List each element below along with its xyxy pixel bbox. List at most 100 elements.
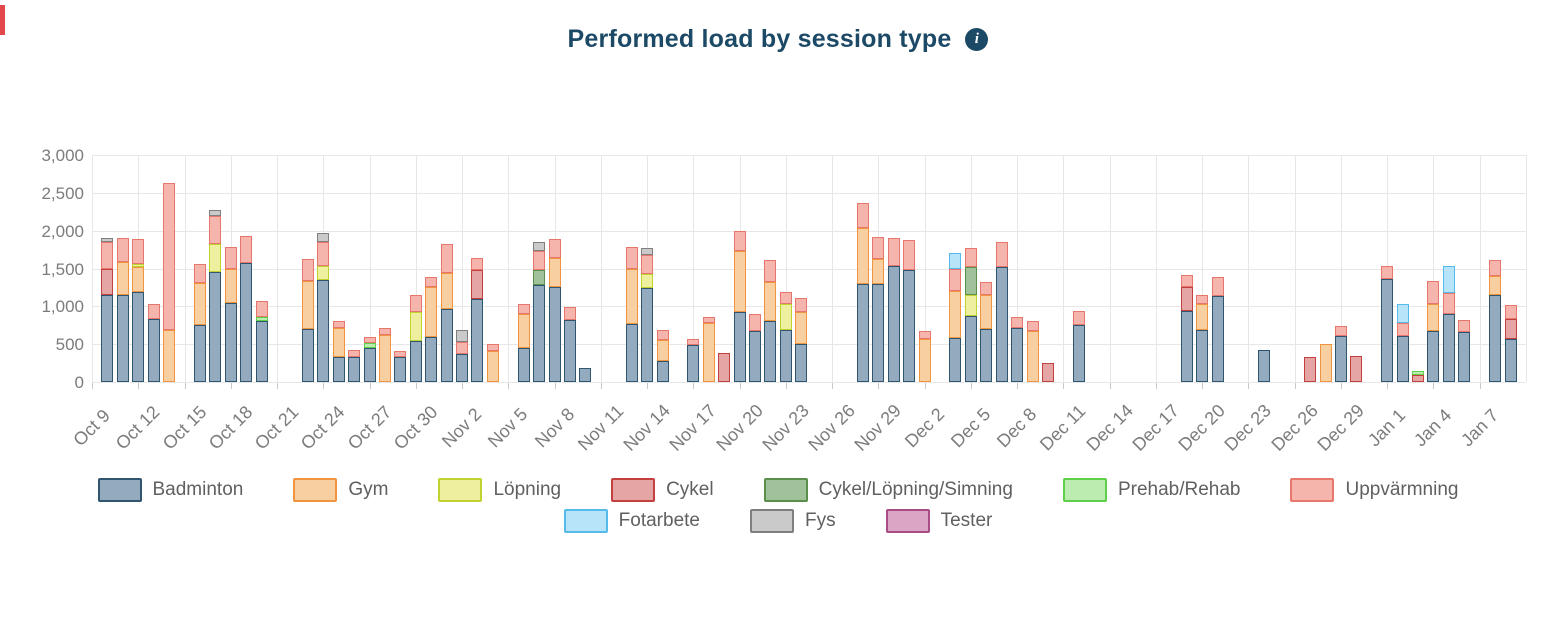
- bar-segment-fys[interactable]: [209, 209, 222, 217]
- bar-segment-badminton[interactable]: [425, 336, 438, 382]
- bar-segment-badminton[interactable]: [733, 312, 746, 382]
- bar-segment-uppvarmning[interactable]: [625, 246, 638, 270]
- bar-segment-badminton[interactable]: [1257, 350, 1270, 382]
- bar-segment-cykel[interactable]: [1504, 318, 1517, 340]
- bar-segment-badminton[interactable]: [564, 319, 576, 382]
- bar-segment-gym[interactable]: [918, 339, 931, 382]
- bar-segment-uppvarmning[interactable]: [471, 257, 484, 271]
- bar-segment-badminton[interactable]: [332, 357, 345, 382]
- bar-segment-badminton[interactable]: [363, 347, 376, 382]
- bar-segment-uppvarmning[interactable]: [1442, 292, 1455, 314]
- bar-segment-uppvarmning[interactable]: [1458, 319, 1471, 333]
- legend-item-badminton[interactable]: Badminton: [97, 478, 243, 502]
- bar-segment-badminton[interactable]: [224, 302, 237, 382]
- bar-segment-badminton[interactable]: [1211, 296, 1224, 382]
- bar-segment-uppvarmning[interactable]: [348, 349, 361, 357]
- bar-segment-fys[interactable]: [317, 233, 330, 242]
- bar-segment-gym[interactable]: [1319, 344, 1332, 382]
- bar-segment-uppvarmning[interactable]: [163, 183, 176, 330]
- bar-segment-uppvarmning[interactable]: [224, 246, 237, 270]
- bar-segment-uppvarmning[interactable]: [1196, 295, 1209, 305]
- bar-segment-uppvarmning[interactable]: [193, 264, 206, 283]
- bar-segment-badminton[interactable]: [394, 357, 407, 382]
- bar-segment-badminton[interactable]: [687, 344, 700, 382]
- bar-segment-badminton[interactable]: [209, 271, 222, 382]
- bar-segment-badminton[interactable]: [949, 337, 962, 382]
- bar-segment-uppvarmning[interactable]: [903, 239, 916, 271]
- bar-segment-uppvarmning[interactable]: [209, 216, 222, 244]
- bar-segment-lopning[interactable]: [641, 273, 654, 288]
- bar-segment-prehab[interactable]: [363, 342, 376, 348]
- bar-segment-badminton[interactable]: [779, 329, 792, 382]
- bar-segment-lopning[interactable]: [779, 304, 792, 330]
- bar-segment-badminton[interactable]: [471, 298, 484, 382]
- bar-segment-fys[interactable]: [533, 242, 546, 251]
- bar-segment-uppvarmning[interactable]: [764, 260, 777, 282]
- bar-segment-cykel[interactable]: [1350, 356, 1363, 382]
- bar-segment-badminton[interactable]: [1458, 332, 1471, 382]
- bar-segment-badminton[interactable]: [856, 284, 869, 382]
- bar-segment-gym[interactable]: [1489, 276, 1502, 295]
- bar-segment-badminton[interactable]: [1396, 335, 1409, 382]
- bar-segment-gym[interactable]: [702, 322, 715, 382]
- bar-segment-badminton[interactable]: [240, 262, 253, 382]
- bar-segment-gym[interactable]: [795, 312, 808, 345]
- bar-segment-badminton[interactable]: [625, 324, 638, 382]
- bar-segment-gym[interactable]: [332, 327, 345, 358]
- bar-segment-uppvarmning[interactable]: [456, 341, 469, 355]
- legend-item-gym[interactable]: Gym: [293, 478, 388, 502]
- bar-segment-badminton[interactable]: [872, 284, 885, 382]
- legend-item-prehab[interactable]: Prehab/Rehab: [1062, 478, 1240, 502]
- bar-segment-badminton[interactable]: [1196, 329, 1209, 382]
- legend-item-tester[interactable]: Tester: [885, 509, 992, 533]
- bar-segment-gym[interactable]: [517, 313, 530, 349]
- bar-segment-uppvarmning[interactable]: [702, 317, 715, 323]
- bar-segment-gym[interactable]: [733, 250, 746, 313]
- bar-segment-lopning[interactable]: [132, 263, 145, 267]
- bar-segment-badminton[interactable]: [301, 329, 314, 382]
- bar-segment-prehab[interactable]: [1412, 371, 1425, 376]
- bar-segment-cls[interactable]: [964, 267, 977, 295]
- bar-segment-uppvarmning[interactable]: [795, 298, 808, 313]
- bar-segment-gym[interactable]: [872, 259, 885, 285]
- bar-segment-badminton[interactable]: [348, 356, 361, 382]
- info-icon[interactable]: i: [965, 27, 989, 51]
- bar-segment-badminton[interactable]: [903, 270, 916, 382]
- bar-segment-uppvarmning[interactable]: [1211, 276, 1224, 297]
- bar-segment-gym[interactable]: [163, 329, 176, 382]
- bar-segment-uppvarmning[interactable]: [1427, 281, 1440, 305]
- bar-segment-uppvarmning[interactable]: [687, 338, 700, 345]
- bar-segment-gym[interactable]: [132, 267, 145, 292]
- bar-segment-badminton[interactable]: [1489, 294, 1502, 382]
- bar-segment-uppvarmning[interactable]: [147, 304, 160, 320]
- bar-segment-badminton[interactable]: [1011, 328, 1024, 382]
- bar-segment-uppvarmning[interactable]: [1504, 304, 1517, 319]
- bar-segment-gym[interactable]: [486, 350, 499, 382]
- bar-segment-uppvarmning[interactable]: [533, 250, 546, 271]
- bar-segment-badminton[interactable]: [116, 294, 129, 382]
- bar-segment-cls[interactable]: [533, 270, 546, 286]
- bar-segment-uppvarmning[interactable]: [949, 268, 962, 291]
- bar-segment-badminton[interactable]: [1334, 335, 1347, 382]
- bar-segment-cykel[interactable]: [471, 270, 484, 299]
- bar-segment-cykel[interactable]: [101, 269, 114, 295]
- bar-segment-uppvarmning[interactable]: [240, 235, 253, 263]
- bar-segment-uppvarmning[interactable]: [1026, 320, 1039, 331]
- bar-segment-cykel[interactable]: [1042, 362, 1054, 382]
- bar-segment-badminton[interactable]: [980, 329, 993, 382]
- legend-item-cls[interactable]: Cykel/Löpning/Simning: [763, 478, 1013, 502]
- bar-segment-gym[interactable]: [224, 269, 237, 303]
- bar-segment-badminton[interactable]: [764, 321, 777, 382]
- bar-segment-badminton[interactable]: [409, 340, 422, 382]
- bar-segment-uppvarmning[interactable]: [564, 307, 576, 320]
- bar-segment-fys[interactable]: [456, 329, 469, 342]
- bar-segment-uppvarmning[interactable]: [394, 351, 407, 358]
- bar-segment-uppvarmning[interactable]: [317, 241, 330, 266]
- bar-segment-gym[interactable]: [980, 294, 993, 330]
- bar-segment-badminton[interactable]: [1504, 339, 1517, 382]
- bar-segment-badminton[interactable]: [795, 344, 808, 382]
- bar-segment-badminton[interactable]: [440, 308, 453, 382]
- bar-segment-badminton[interactable]: [749, 330, 762, 382]
- bar-segment-badminton[interactable]: [1427, 330, 1440, 382]
- bar-segment-uppvarmning[interactable]: [425, 276, 438, 287]
